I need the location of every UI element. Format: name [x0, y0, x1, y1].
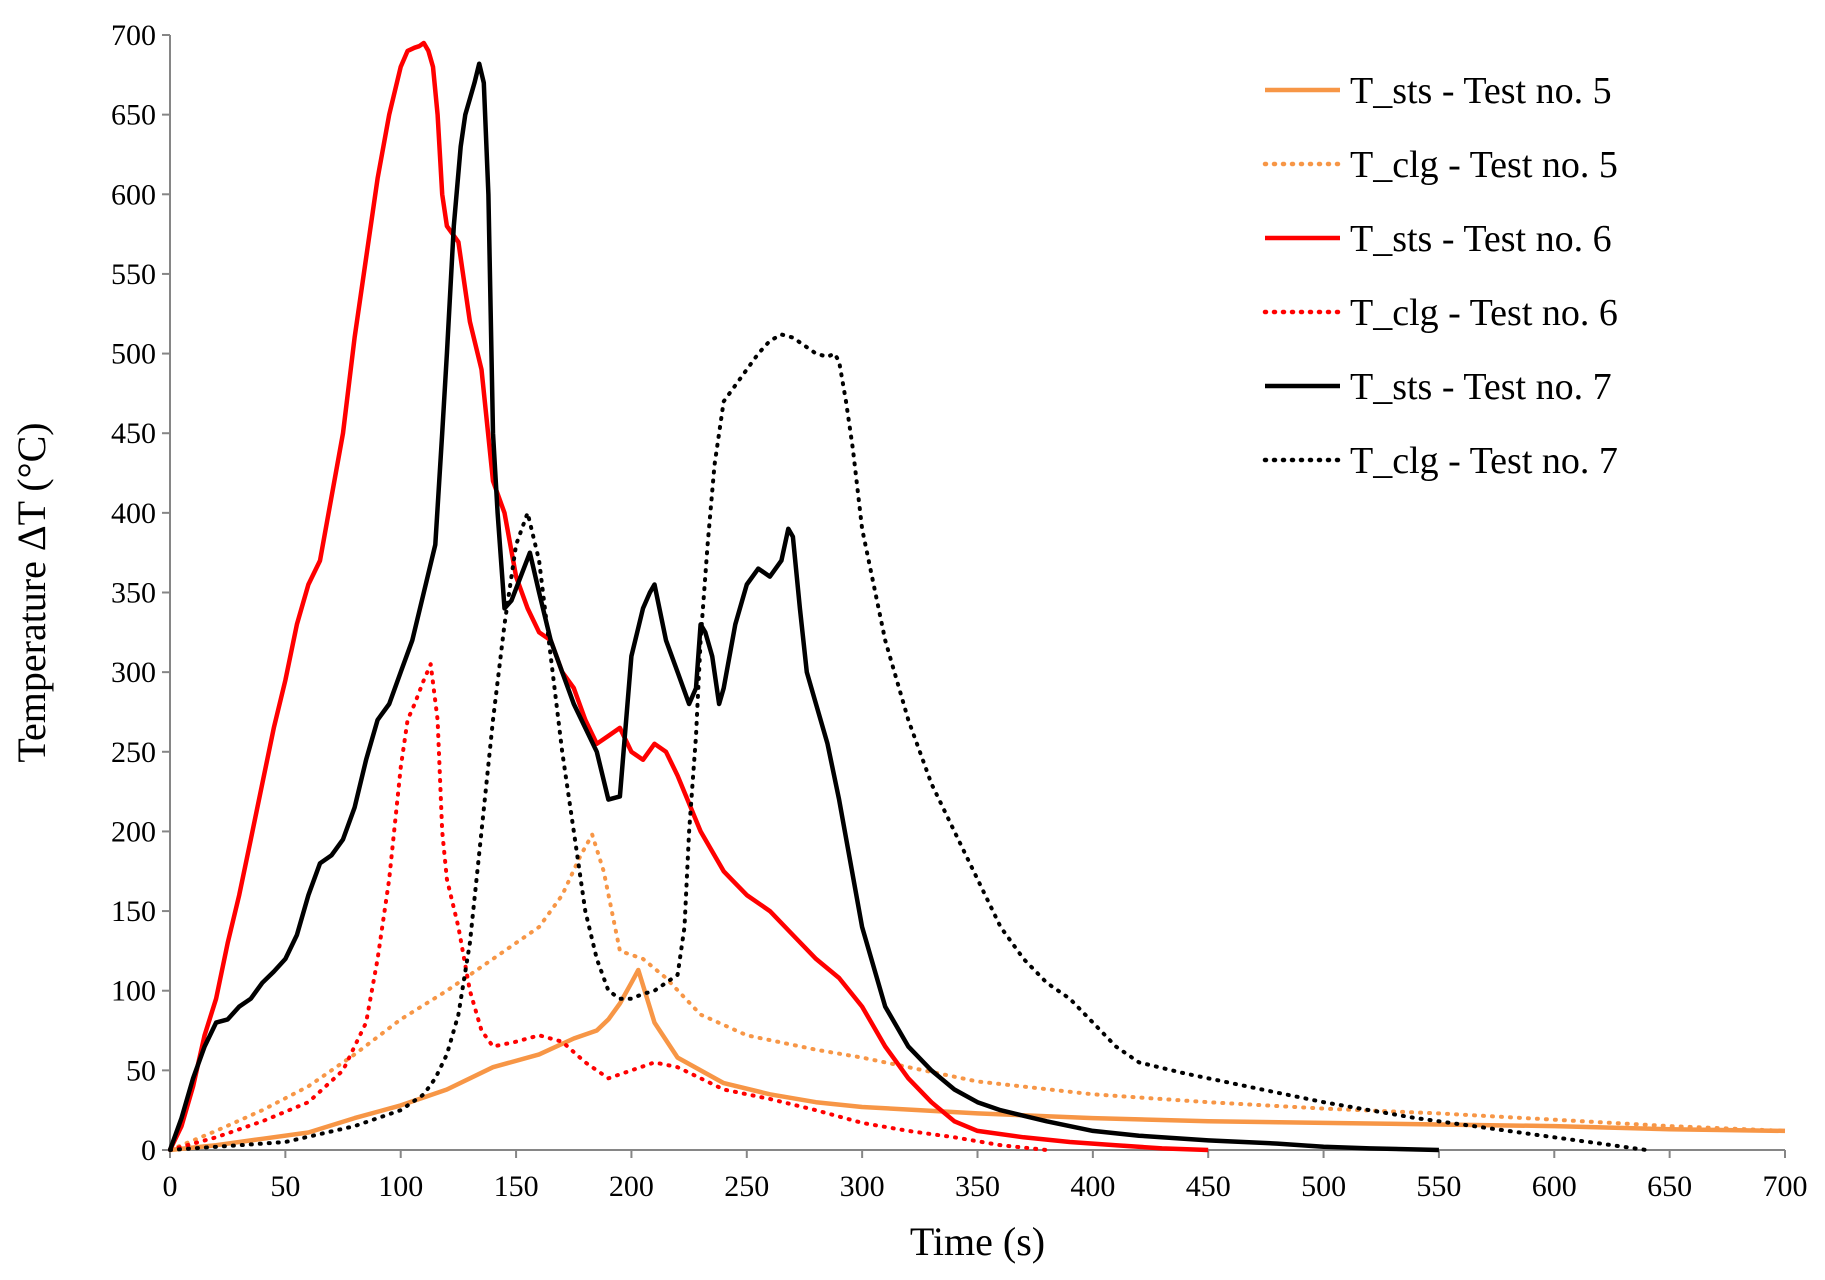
- x-tick-label: 300: [840, 1170, 885, 1203]
- y-tick-label: 150: [111, 895, 156, 928]
- y-tick-label: 300: [111, 656, 156, 689]
- series-line-3: [167, 40, 1209, 1153]
- x-tick-label: 250: [724, 1170, 769, 1203]
- x-tick-label: 650: [1647, 1170, 1692, 1203]
- legend-label-4: T_clg - Test no. 6: [1350, 292, 1618, 334]
- series-line-4: [168, 662, 1049, 1152]
- x-tick-label: 200: [609, 1170, 654, 1203]
- y-tick-label: 600: [111, 178, 156, 211]
- x-tick-label: 400: [1070, 1170, 1115, 1203]
- legend-label-2: T_clg - Test no. 5: [1350, 144, 1618, 186]
- legend-label-6: T_clg - Test no. 7: [1350, 440, 1618, 482]
- x-tick-label: 550: [1416, 1170, 1461, 1203]
- axes: 0501001502002503003504004505005506006507…: [111, 19, 1808, 1203]
- x-tick-label: 500: [1301, 1170, 1346, 1203]
- y-tick-label: 100: [111, 975, 156, 1008]
- x-tick-label: 600: [1532, 1170, 1577, 1203]
- y-tick-label: 450: [111, 417, 156, 450]
- x-tick-label: 150: [494, 1170, 539, 1203]
- y-tick-label: 250: [111, 736, 156, 769]
- legend-label-1: T_sts - Test no. 5: [1350, 70, 1612, 112]
- legend: T_sts - Test no. 5 T_clg - Test no. 5 T_st…: [1262, 70, 1618, 482]
- series-line-6: [168, 332, 1649, 1152]
- y-tick-label: 550: [111, 258, 156, 291]
- y-tick-label: 0: [141, 1134, 156, 1167]
- x-tick-label: 350: [955, 1170, 1000, 1203]
- x-tick-label: 450: [1186, 1170, 1231, 1203]
- legend-label-5: T_sts - Test no. 7: [1350, 366, 1612, 408]
- x-tick-label: 50: [270, 1170, 300, 1203]
- legend-label-3: T_sts - Test no. 6: [1350, 218, 1612, 260]
- series-line-5: [167, 61, 1439, 1153]
- y-tick-label: 650: [111, 99, 156, 132]
- series-line-1: [169, 967, 1786, 1153]
- y-tick-label: 350: [111, 577, 156, 610]
- series-line-2: [168, 832, 1787, 1152]
- x-tick-label: 700: [1763, 1170, 1808, 1203]
- y-tick-label: 200: [111, 815, 156, 848]
- y-tick-label: 700: [111, 19, 156, 52]
- plot-series: [167, 40, 1787, 1153]
- x-axis-title: Time (s): [910, 1219, 1045, 1264]
- x-tick-label: 0: [163, 1170, 178, 1203]
- y-tick-label: 400: [111, 497, 156, 530]
- y-tick-label: 500: [111, 338, 156, 371]
- y-tick-label: 50: [126, 1054, 156, 1087]
- x-tick-label: 100: [378, 1170, 423, 1203]
- y-axis-title: Temperature ΔT (°C): [9, 422, 54, 762]
